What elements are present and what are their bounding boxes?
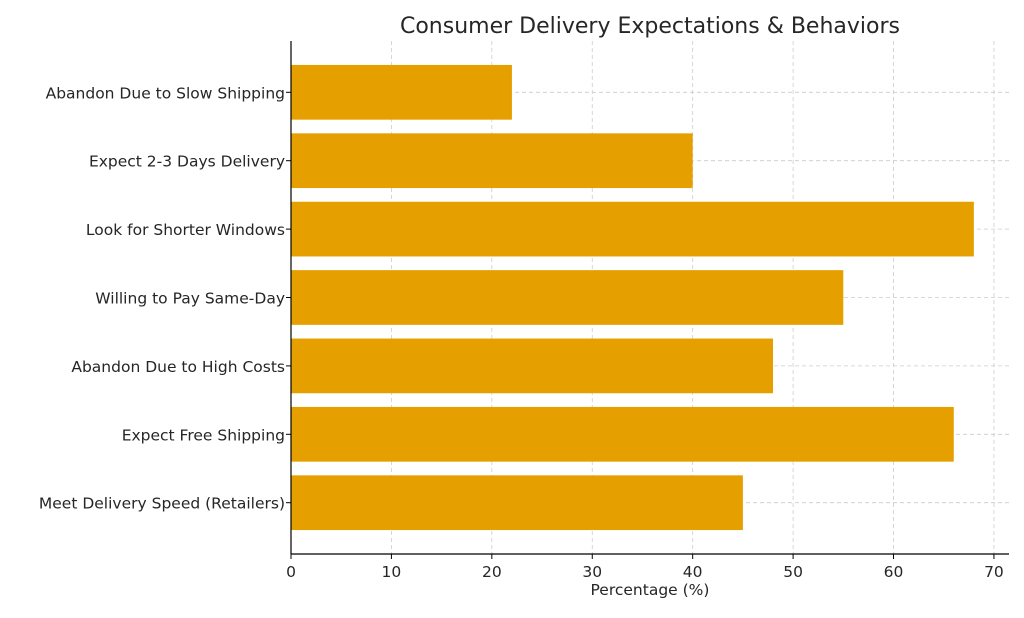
category-label: Expect 2-3 Days Delivery (89, 153, 285, 171)
bars (291, 64, 974, 531)
category-label: Look for Shorter Windows (86, 221, 285, 239)
category-label: Willing to Pay Same-Day (95, 290, 285, 308)
bar (291, 133, 693, 189)
category-label: Expect Free Shipping (122, 426, 285, 444)
x-tick-label: 70 (984, 563, 1004, 581)
chart-title: Consumer Delivery Expectations & Behavio… (400, 14, 900, 39)
x-tick-label: 20 (482, 563, 502, 581)
category-label: Meet Delivery Speed (Retailers) (39, 495, 285, 513)
ticks: 0 10 20 30 40 50 60 70 Meet Delivery Speed (Reta… (39, 84, 1004, 581)
x-tick-label: 30 (582, 563, 602, 581)
x-axis-label: Percentage (%) (591, 581, 710, 599)
x-tick-label: 60 (884, 563, 904, 581)
bar (291, 406, 954, 462)
bar (291, 64, 512, 120)
bar (291, 201, 974, 257)
bar (291, 270, 844, 325)
x-tick-label: 40 (683, 563, 703, 581)
category-label: Abandon Due to High Costs (71, 358, 285, 376)
x-tick-label: 50 (783, 563, 803, 581)
bar (291, 475, 743, 531)
category-label: Abandon Due to Slow Shipping (46, 84, 285, 102)
x-tick-label: 10 (382, 563, 402, 581)
x-tick-label: 0 (286, 563, 296, 581)
bar (291, 338, 774, 394)
